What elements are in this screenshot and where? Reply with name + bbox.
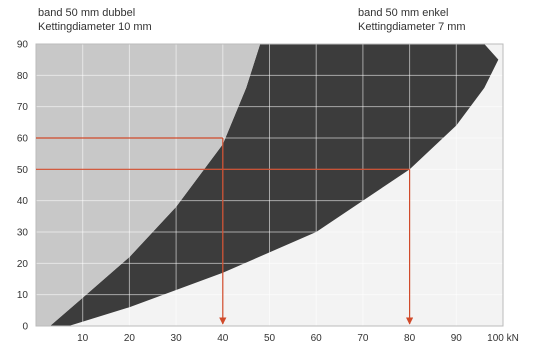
legend-right: band 50 mm enkel Kettingdiameter 7 mm xyxy=(358,6,466,34)
grid xyxy=(35,43,504,327)
x-tick-label: 30 xyxy=(171,333,183,344)
x-tick-label: 90 xyxy=(451,333,463,344)
y-tick-label: 0 xyxy=(22,322,28,333)
y-tick-label: 60 xyxy=(17,134,29,145)
y-tick-label: 90 xyxy=(17,40,29,51)
x-tick-label: 60 xyxy=(311,333,323,344)
y-tick-label: 20 xyxy=(17,259,29,270)
x-tick-label: 20 xyxy=(124,333,136,344)
y-tick-label: 80 xyxy=(17,71,29,82)
x-tick-label: 70 xyxy=(357,333,369,344)
legend-right-line1: band 50 mm enkel xyxy=(358,7,449,19)
x-tick-label: 100 kN xyxy=(487,333,519,344)
legend-left-line1: band 50 mm dubbel xyxy=(38,7,136,19)
x-tick-label: 40 xyxy=(217,333,229,344)
x-axis-ticks: 10 20 30 40 50 60 70 80 90 100 kN xyxy=(77,333,519,344)
y-tick-label: 30 xyxy=(17,228,29,239)
legend-right-line2: Kettingdiameter 7 mm xyxy=(358,21,466,33)
x-tick-label: 10 xyxy=(77,333,89,344)
reference-lines xyxy=(36,137,414,325)
x-tick-label: 50 xyxy=(264,333,276,344)
y-tick-label: 10 xyxy=(17,290,29,301)
y-tick-label: 50 xyxy=(17,165,29,176)
y-axis-ticks: 0 10 20 30 40 50 60 70 80 90 xyxy=(17,40,29,333)
y-tick-label: 40 xyxy=(17,196,29,207)
plot-border xyxy=(35,43,504,327)
legend-left: band 50 mm dubbel Kettingdiameter 10 mm xyxy=(38,6,152,34)
area-band-enkel xyxy=(50,44,499,326)
area-band-dubbel xyxy=(36,44,261,326)
y-tick-label: 70 xyxy=(17,102,29,113)
legend-left-line2: Kettingdiameter 10 mm xyxy=(38,21,152,33)
x-tick-label: 80 xyxy=(404,333,416,344)
